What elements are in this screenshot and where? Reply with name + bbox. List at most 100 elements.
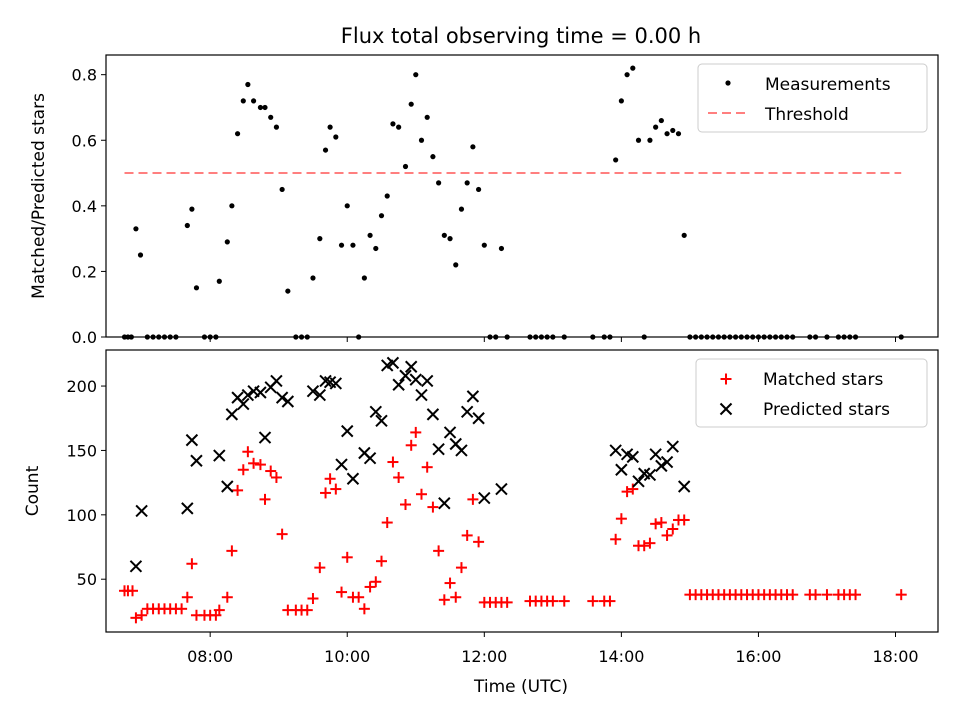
measurement-point [447,236,453,242]
measurement-point [710,334,716,340]
predicted-point [460,405,474,419]
measurement-point [245,81,251,88]
measurement-point [693,334,699,340]
predicted-point [609,444,622,457]
measurement-point [384,193,390,199]
predicted-point [478,491,491,505]
predicted-point [438,497,451,510]
measurement-point [441,232,447,238]
measurement-point [613,157,619,163]
x-axis-label: Time (UTC) [473,677,568,697]
count-legend-box [695,358,928,428]
measurement-point [744,334,750,340]
legend-measurements-label: Measurements [765,75,891,95]
predicted-point [241,388,255,402]
measurement-point [687,334,693,340]
measurement-point [224,239,230,245]
measurement-point [184,222,190,229]
count-y-axis-label: Count [23,465,43,516]
measurement-point [128,334,134,340]
measurement-point [778,334,784,340]
measurement-point [790,334,796,340]
legend-predicted-glyph [719,402,733,416]
measurement-point [430,154,436,160]
measurement-point [453,262,459,268]
measurement-point [156,334,162,340]
predicted-points [129,356,691,573]
ratio-panel: 0.00.20.40.60.8 Matched/Predicted stars … [29,54,939,347]
measurement-point [373,245,379,252]
predicted-point [620,448,634,461]
ratio-y-ticks: 0.0 0.2 0.4 0.6 0.8 [72,66,106,347]
measurement-point [144,334,150,340]
measurement-point [293,334,299,340]
measurement-point [658,117,664,124]
predicted-point [270,374,283,388]
measurement-point [240,98,246,104]
measurement-point [898,334,904,340]
predicted-point [632,475,645,488]
measurement-point [727,334,733,340]
measurement-point [481,242,487,248]
predicted-point [306,384,320,398]
legend-threshold-label: Threshold [764,105,849,125]
measurement-point [738,334,744,340]
measurement-point [607,334,613,340]
measurement-point [664,131,670,137]
predicted-point [213,449,226,462]
count-y-ticks: 50 100 150 200 [66,377,106,589]
measurement-point [150,334,156,340]
count-y-tick-label: 100 [66,506,97,525]
ratio-y-tick-label: 0.8 [72,66,97,85]
count-y-tick-label: 200 [66,377,97,396]
measurement-point [835,334,841,340]
measurement-point [504,334,510,340]
measurement-point [201,334,208,340]
measurement-point [310,275,316,281]
predicted-point [129,560,143,573]
count-y-tick-label: 150 [66,441,97,460]
measurement-point [402,163,409,170]
ratio-y-tick-label: 0.4 [72,197,97,216]
chart-title: Flux total observing time = 0.00 h [341,24,701,48]
measurement-point [624,72,630,78]
measurement-point [732,334,739,340]
measurement-point [824,334,830,340]
measurement-point [750,334,756,340]
predicted-point [185,433,199,447]
predicted-point [254,386,267,399]
measurement-point [641,334,647,340]
predicted-point [375,414,388,428]
measurement-point [635,137,642,143]
predicted-point [135,504,148,518]
predicted-point [313,388,327,402]
measurement-point [216,278,222,284]
ratio-legend: Measurements Threshold [697,63,928,133]
measurement-point [493,334,499,340]
x-tick-label: 14:00 [598,647,644,666]
predicted-point [335,458,348,471]
measurement-point [189,206,195,212]
legend-matched-marker [720,373,732,385]
measurement-point [647,137,653,143]
measurement-point [298,334,305,340]
predicted-point [472,412,485,425]
measurement-point [413,72,419,78]
measurement-point [704,334,710,340]
measurement-point [173,334,179,340]
measurement-point [847,334,853,340]
predicted-point [341,424,354,438]
measurement-point [550,334,556,340]
predicted-point [455,444,468,457]
count-panel: 50 100 150 200 08:00 10:00 12:00 14:00 16:00 18:… [23,349,939,697]
measurement-point [807,334,813,340]
measurement-point [755,334,762,340]
measurement-point [630,65,636,71]
predicted-point [225,408,239,421]
measurement-point [390,121,396,127]
measurement-point [257,104,264,111]
measurement-point [250,98,257,104]
predicted-point [346,472,360,485]
ratio-y-tick-label: 0.0 [72,328,97,347]
predicted-point [319,374,332,388]
